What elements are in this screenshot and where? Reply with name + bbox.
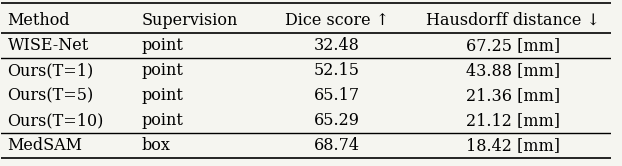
Text: 65.29: 65.29	[313, 112, 360, 129]
Text: Hausdorff distance ↓: Hausdorff distance ↓	[426, 12, 600, 29]
Text: 32.48: 32.48	[313, 37, 360, 54]
Text: box: box	[142, 137, 170, 154]
Text: 52.15: 52.15	[313, 62, 360, 79]
Text: point: point	[142, 87, 183, 104]
Text: point: point	[142, 37, 183, 54]
Text: 67.25 [mm]: 67.25 [mm]	[466, 37, 560, 54]
Text: Ours(T=10): Ours(T=10)	[7, 112, 104, 129]
Text: Dice score ↑: Dice score ↑	[284, 12, 389, 29]
Text: Method: Method	[7, 12, 70, 29]
Text: 18.42 [mm]: 18.42 [mm]	[466, 137, 560, 154]
Text: point: point	[142, 62, 183, 79]
Text: WISE-Net: WISE-Net	[7, 37, 89, 54]
Text: Ours(T=1): Ours(T=1)	[7, 62, 94, 79]
Text: 68.74: 68.74	[313, 137, 360, 154]
Text: point: point	[142, 112, 183, 129]
Text: 21.12 [mm]: 21.12 [mm]	[466, 112, 560, 129]
Text: 21.36 [mm]: 21.36 [mm]	[466, 87, 560, 104]
Text: 43.88 [mm]: 43.88 [mm]	[466, 62, 560, 79]
Text: Ours(T=5): Ours(T=5)	[7, 87, 94, 104]
Text: MedSAM: MedSAM	[7, 137, 83, 154]
Text: 65.17: 65.17	[313, 87, 360, 104]
Text: Supervision: Supervision	[142, 12, 238, 29]
